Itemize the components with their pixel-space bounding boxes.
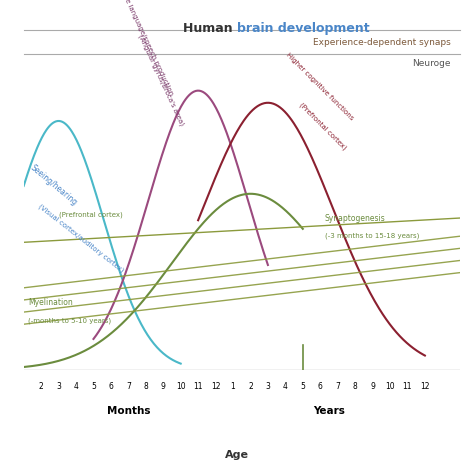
Text: Receptive language/speech production: Receptive language/speech production xyxy=(111,0,174,97)
Text: Seeing/hearing: Seeing/hearing xyxy=(28,164,78,208)
Text: 6: 6 xyxy=(318,382,323,391)
Text: (Prefrontal cortex): (Prefrontal cortex) xyxy=(59,211,122,218)
Text: Human: Human xyxy=(183,22,237,35)
Text: Neuroge: Neuroge xyxy=(412,59,451,68)
Text: 3: 3 xyxy=(265,382,270,391)
Text: 10: 10 xyxy=(176,382,185,391)
Text: brain development: brain development xyxy=(237,22,370,35)
Text: Synaptogenesis: Synaptogenesis xyxy=(325,214,385,222)
Text: Experience-dependent synaps: Experience-dependent synaps xyxy=(313,37,451,46)
Text: 6: 6 xyxy=(109,382,113,391)
Text: Years: Years xyxy=(313,406,345,416)
Text: 9: 9 xyxy=(161,382,166,391)
Text: 8: 8 xyxy=(353,382,357,391)
Text: 5: 5 xyxy=(91,382,96,391)
Text: 11: 11 xyxy=(193,382,203,391)
Text: 12: 12 xyxy=(211,382,220,391)
Text: 11: 11 xyxy=(403,382,412,391)
Text: 3: 3 xyxy=(56,382,61,391)
Text: Age: Age xyxy=(225,450,249,460)
Text: 9: 9 xyxy=(370,382,375,391)
Text: 2: 2 xyxy=(248,382,253,391)
Text: 4: 4 xyxy=(283,382,288,391)
Text: 7: 7 xyxy=(126,382,131,391)
Text: (Angular gyrus/Broca's area): (Angular gyrus/Broca's area) xyxy=(137,34,185,127)
Text: (Visual cortex/auditory cortex): (Visual cortex/auditory cortex) xyxy=(37,203,125,273)
Text: (Prefrontal cortex): (Prefrontal cortex) xyxy=(299,101,348,151)
Text: 8: 8 xyxy=(144,382,148,391)
Text: 10: 10 xyxy=(385,382,395,391)
Text: 5: 5 xyxy=(301,382,305,391)
Text: 4: 4 xyxy=(73,382,79,391)
Text: 2: 2 xyxy=(39,382,44,391)
Text: 7: 7 xyxy=(335,382,340,391)
Text: Myelination: Myelination xyxy=(28,299,73,308)
Text: (-3 months to 15-18 years): (-3 months to 15-18 years) xyxy=(325,233,419,239)
Text: 1: 1 xyxy=(231,382,236,391)
Text: Months: Months xyxy=(107,406,150,416)
Text: (-months to 5-10 years): (-months to 5-10 years) xyxy=(28,318,111,324)
Text: 12: 12 xyxy=(420,382,429,391)
Text: Higher cognitive functions: Higher cognitive functions xyxy=(285,51,355,121)
